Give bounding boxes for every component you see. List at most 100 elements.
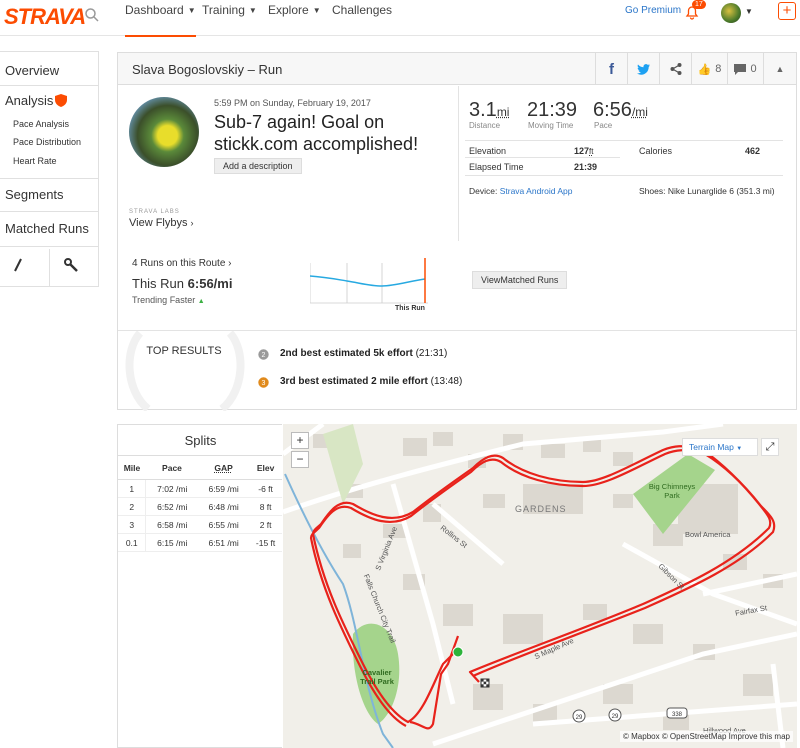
this-run-pace: This Run 6:56/mi [132,276,233,291]
add-description-button[interactable]: Add a description [214,158,302,174]
table-row[interactable]: 3 6:58 /mi 6:55 /mi 2 ft [118,515,282,534]
twitter-icon [637,63,650,75]
map-attribution[interactable]: © Mapbox © OpenStreetMap Improve this ma… [620,731,793,742]
facebook-icon: f [609,60,614,78]
facebook-share-button[interactable]: f [595,53,627,85]
top-results: TOP RESULTS 2 2nd best estimated 5k effo… [118,330,796,411]
route-29-shield: 29 [612,714,619,720]
comment-icon [734,63,747,75]
moving-time-label: Moving Time [528,121,574,130]
zoom-out-button[interactable]: − [291,451,309,468]
divider [0,85,99,86]
runs-on-route-link[interactable]: 4 Runs on this Route › [132,258,232,269]
map-type-dropdown[interactable]: Terrain Map ▼ [682,438,758,456]
chevron-down-icon[interactable]: ▼ [745,7,753,16]
upload-plus-button[interactable]: + [778,2,796,20]
athlete-avatar[interactable] [129,97,199,167]
distance-value: 3.1mi [469,99,510,121]
elapsed-time-label: Elapsed Time [469,162,524,172]
shoes-info: Shoes: Nike Lunarglide 6 (351.3 mi) [639,186,775,196]
strava-logo[interactable]: STRAVA [4,4,86,29]
twitter-share-button[interactable] [627,53,659,85]
kudos-count: 8 [715,63,722,75]
sidebar-item-pace-analysis[interactable]: Pace Analysis [13,119,70,129]
divider [0,211,99,212]
device-link[interactable]: Strava Android App [499,186,573,196]
fullscreen-button[interactable]: ⤢ [761,438,779,456]
chevron-right-icon: › [190,218,194,228]
divider [465,157,620,158]
divider [49,249,50,287]
sidebar-item-analysis[interactable]: Analysis [5,93,54,108]
route-29-shield: 29 [576,715,583,721]
activity-name: Sub-7 again! Goal on stickk.com accompli… [214,112,419,154]
go-premium-link[interactable]: Go Premium [625,5,682,16]
map-label-hillwood-ave: Hillwood Ave [703,726,746,735]
view-matched-runs-button[interactable]: ViewMatched Runs [472,271,568,289]
kudos-button[interactable]: 👍 8 [691,53,727,85]
nav-dashboard[interactable]: Dashboard ▼ [125,3,196,37]
activity-header: Slava Bogoslovskiy – Run f 👍 8 0 ▲ [118,53,796,85]
splits-title: Splits [184,433,217,448]
sidebar-item-segments[interactable]: Segments [5,187,64,202]
chevron-down-icon: ▼ [312,6,321,16]
map-label-gardens: GARDENS [515,504,567,514]
share-button[interactable] [659,53,691,85]
top-result-2mile[interactable]: 3rd best estimated 2 mile effort (13:48) [280,376,463,387]
calories-label: Calories [639,146,673,156]
map-label-big-chimneys: Big Chimneys Park [648,482,696,500]
divider [465,140,783,141]
chevron-up-icon: ▲ [775,64,785,74]
splits-header-mile: Mile [118,455,146,480]
edit-pencil-icon[interactable] [13,258,23,272]
top-results-label: TOP RESULTS [146,345,222,357]
splits-panel: Splits Mile Pace GAP Elev 1 7:02 /mi 6:59 … [117,424,282,748]
divider [465,175,783,176]
sidebar-item-heart-rate[interactable]: Heart Rate [13,156,57,166]
strava-labs-label: STRAVA LABS [129,209,180,215]
top-nav: STRAVA Dashboard ▼ Training ▼ Explore ▼ Cha… [0,0,800,37]
pace-label: Pace [594,121,613,130]
share-icon [670,63,681,75]
table-row[interactable]: 0.1 6:15 /mi 6:51 /mi -15 ft [118,533,282,552]
activity-card: Slava Bogoslovskiy – Run f 👍 8 0 ▲ 5:59 P… [117,52,797,411]
expand-icon: ⤢ [765,441,775,453]
top-result-5k[interactable]: 2nd best estimated 5k effort (21:31) [280,348,448,359]
start-marker[interactable] [452,646,464,658]
wrench-icon[interactable] [64,258,78,272]
collapse-button[interactable]: ▲ [763,53,796,85]
svg-text:2: 2 [262,352,266,359]
route-map[interactable]: 29 29 338 + − Terrain Map ▼ ⤢ Big Chimne… [283,424,797,748]
nav-training[interactable]: Training ▼ [202,3,257,17]
table-row[interactable]: 2 6:52 /mi 6:48 /mi 8 ft [118,497,282,516]
search-icon[interactable] [84,7,100,23]
thumbs-up-icon: 👍 [697,63,712,76]
shield-icon [55,94,67,107]
divider [0,178,99,179]
calories-value: 462 [745,146,761,156]
splits-header-elev: Elev [249,455,282,480]
splits-table: Mile Pace GAP Elev 1 7:02 /mi 6:59 /mi -6 f… [118,455,282,552]
avatar[interactable] [721,3,741,23]
table-row[interactable]: 1 7:02 /mi 6:59 /mi -6 ft [118,479,282,498]
splits-header-gap: GAP [198,455,250,480]
map-label-cavalier-trail-park: Cavalier Trail Park [360,668,394,686]
zoom-in-button[interactable]: + [291,432,309,449]
matched-runs-sparkline [310,258,428,304]
sidebar-item-matched-runs[interactable]: Matched Runs [5,221,89,236]
divider [458,86,459,241]
sidebar: Overview Analysis Pace Analysis Pace Dis… [0,51,99,287]
activity-datetime: 5:59 PM on Sunday, February 19, 2017 [214,98,371,108]
elevation-value: 127ft [574,146,594,156]
nav-challenges[interactable]: Challenges [332,3,393,17]
comment-button[interactable]: 0 [727,53,763,85]
this-run-marker-label: This Run [395,305,425,312]
view-flybys-link[interactable]: View Flybys › [129,217,194,229]
sidebar-item-overview[interactable]: Overview [5,63,60,78]
nav-explore[interactable]: Explore ▼ [268,3,321,17]
map-label-bowl-america: Bowl America [685,530,731,539]
silver-medal-icon: 2 [258,349,269,360]
chevron-right-icon: › [228,258,232,269]
sidebar-item-pace-distribution[interactable]: Pace Distribution [13,137,82,147]
chevron-down-icon: ▼ [187,6,196,16]
